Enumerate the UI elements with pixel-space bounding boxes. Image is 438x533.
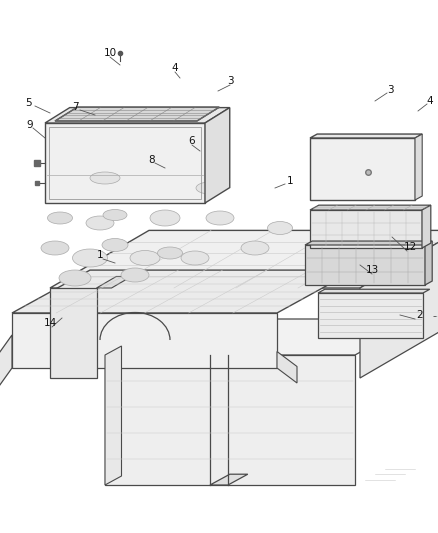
Polygon shape xyxy=(0,335,12,396)
Polygon shape xyxy=(45,108,230,123)
Ellipse shape xyxy=(59,270,91,286)
Ellipse shape xyxy=(206,211,234,225)
Polygon shape xyxy=(96,277,131,288)
Polygon shape xyxy=(360,230,438,378)
Text: 9: 9 xyxy=(27,120,33,130)
Polygon shape xyxy=(50,288,96,378)
Ellipse shape xyxy=(86,216,114,230)
Polygon shape xyxy=(12,270,355,313)
Polygon shape xyxy=(310,138,415,200)
Text: 10: 10 xyxy=(103,48,117,58)
Ellipse shape xyxy=(102,238,128,252)
Text: 14: 14 xyxy=(43,318,57,328)
Polygon shape xyxy=(318,293,423,338)
Polygon shape xyxy=(205,108,230,203)
Text: 12: 12 xyxy=(403,242,417,252)
Ellipse shape xyxy=(47,212,73,224)
Polygon shape xyxy=(105,346,121,485)
Polygon shape xyxy=(45,123,205,203)
Ellipse shape xyxy=(241,241,269,255)
Ellipse shape xyxy=(158,247,183,259)
Text: 13: 13 xyxy=(365,265,378,275)
Text: 5: 5 xyxy=(25,98,31,108)
Polygon shape xyxy=(318,289,430,293)
Polygon shape xyxy=(310,210,422,248)
Ellipse shape xyxy=(121,268,149,282)
Polygon shape xyxy=(105,319,421,355)
Ellipse shape xyxy=(90,172,120,184)
Text: 3: 3 xyxy=(387,85,393,95)
Polygon shape xyxy=(277,351,297,383)
Text: 3: 3 xyxy=(227,76,233,86)
Text: 1: 1 xyxy=(287,176,293,186)
Text: 4: 4 xyxy=(172,63,178,73)
Ellipse shape xyxy=(41,241,69,255)
Polygon shape xyxy=(210,474,248,485)
Text: 1: 1 xyxy=(97,250,103,260)
Polygon shape xyxy=(305,241,432,245)
Ellipse shape xyxy=(130,251,160,265)
Ellipse shape xyxy=(181,251,209,265)
Polygon shape xyxy=(310,134,422,138)
Text: 6: 6 xyxy=(189,136,195,146)
Polygon shape xyxy=(50,230,438,288)
Ellipse shape xyxy=(150,210,180,226)
Polygon shape xyxy=(105,355,355,485)
Polygon shape xyxy=(305,245,425,285)
Ellipse shape xyxy=(268,222,293,235)
Polygon shape xyxy=(425,241,432,285)
Polygon shape xyxy=(12,313,277,368)
Text: 4: 4 xyxy=(427,96,433,106)
Ellipse shape xyxy=(196,182,224,194)
Polygon shape xyxy=(310,205,431,210)
Ellipse shape xyxy=(73,249,107,267)
Text: 7: 7 xyxy=(72,102,78,112)
Polygon shape xyxy=(55,107,219,121)
Text: 2: 2 xyxy=(417,310,423,320)
Polygon shape xyxy=(415,134,422,200)
Polygon shape xyxy=(422,205,431,248)
Text: 8: 8 xyxy=(148,155,155,165)
Ellipse shape xyxy=(103,209,127,221)
